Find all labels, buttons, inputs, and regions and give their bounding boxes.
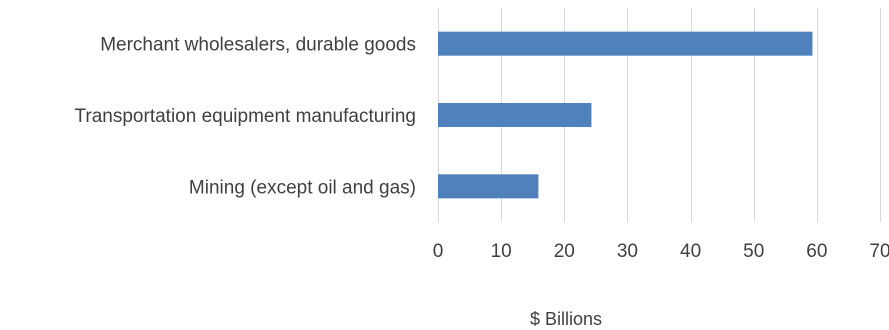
x-tick-label: 40 — [680, 241, 701, 262]
category-labels: Merchant wholesalers, durable goods Trans… — [75, 35, 417, 199]
bars — [438, 31, 813, 199]
x-tick-label: 30 — [617, 241, 638, 262]
x-axis-title: $ Billions — [530, 309, 602, 329]
bar — [438, 31, 813, 56]
x-tick-label: 60 — [806, 241, 827, 262]
bar — [438, 174, 539, 199]
x-tick-labels: 0 10 20 30 40 50 60 70 — [433, 241, 889, 262]
category-label: Transportation equipment manufacturing — [75, 106, 417, 127]
x-tick-label: 20 — [554, 241, 575, 262]
x-tick-label: 50 — [743, 241, 764, 262]
x-tick-label: 0 — [433, 241, 444, 262]
x-tick-label: 70 — [869, 241, 889, 262]
x-tick-label: 10 — [491, 241, 512, 262]
bar — [438, 103, 592, 127]
category-label: Mining (except oil and gas) — [189, 177, 416, 198]
category-label: Merchant wholesalers, durable goods — [100, 35, 416, 56]
